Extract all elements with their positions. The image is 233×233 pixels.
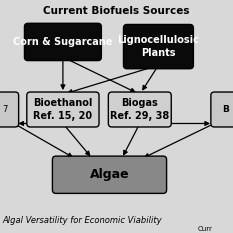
- FancyBboxPatch shape: [211, 92, 233, 127]
- Text: 7: 7: [2, 105, 7, 114]
- FancyBboxPatch shape: [27, 92, 99, 127]
- Text: Curr: Curr: [198, 226, 213, 232]
- Text: Lignocellulosic
Plants: Lignocellulosic Plants: [117, 35, 199, 58]
- FancyBboxPatch shape: [24, 23, 101, 61]
- Text: Corn & Sugarcane: Corn & Sugarcane: [13, 37, 113, 47]
- Text: B: B: [223, 105, 230, 114]
- Text: Algae: Algae: [90, 168, 129, 181]
- FancyBboxPatch shape: [108, 92, 171, 127]
- Text: Current Biofuels Sources: Current Biofuels Sources: [43, 6, 190, 16]
- Text: Bioethanol
Ref. 15, 20: Bioethanol Ref. 15, 20: [33, 98, 93, 121]
- FancyBboxPatch shape: [52, 156, 167, 193]
- Text: Biogas
Ref. 29, 38: Biogas Ref. 29, 38: [110, 98, 169, 121]
- FancyBboxPatch shape: [0, 92, 19, 127]
- FancyBboxPatch shape: [123, 24, 193, 69]
- Text: Algal Versatility for Economic Viability: Algal Versatility for Economic Viability: [2, 216, 162, 225]
